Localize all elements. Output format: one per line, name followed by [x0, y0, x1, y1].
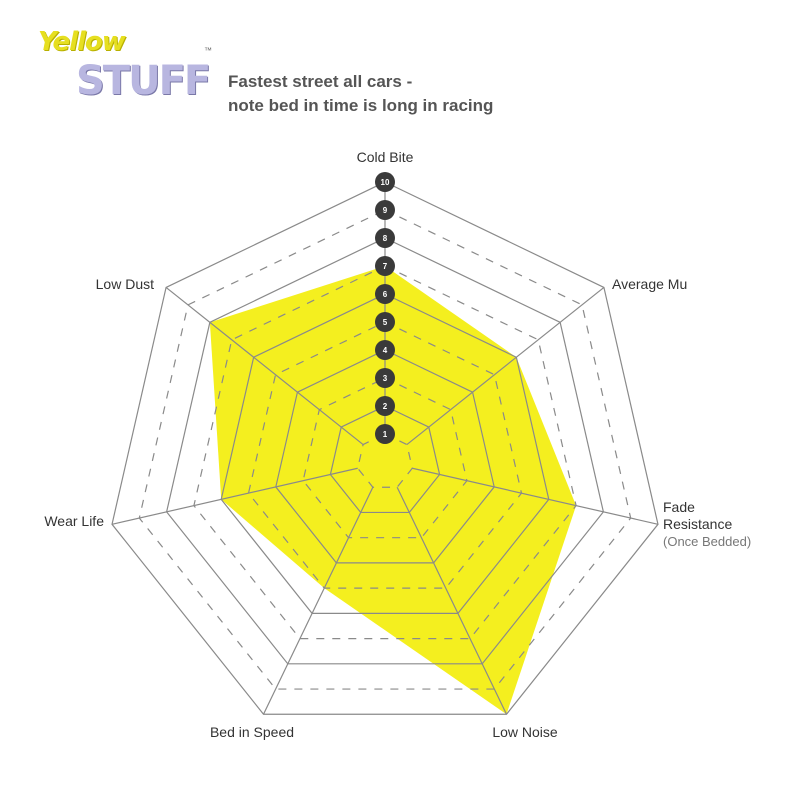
- grid-ring-4: [275, 349, 495, 564]
- scale-badge-2: [375, 396, 395, 416]
- subtitle-line-1: Fastest street all cars -: [228, 72, 413, 91]
- spoke-4: [262, 486, 374, 715]
- scale-label-5: 5: [383, 318, 388, 327]
- scale-badge-6: [375, 284, 395, 304]
- grid-ring-1: [357, 433, 413, 488]
- axis-note-fade-resistance: (Once Bedded): [663, 534, 751, 549]
- grid-ring-2: [329, 405, 441, 514]
- scale-label-9: 9: [383, 206, 388, 215]
- grid-ring-5: [247, 321, 523, 589]
- spoke-2: [412, 467, 659, 525]
- grid-ring-3: [302, 377, 468, 539]
- scale-label-4: 4: [383, 346, 388, 355]
- spoke-3: [396, 486, 508, 715]
- scale-label-3: 3: [383, 374, 388, 383]
- scale-badge-3: [375, 368, 395, 388]
- spoke-6: [165, 286, 364, 446]
- grid-ring-8: [165, 237, 605, 665]
- logo-line2: STUFF: [76, 58, 211, 104]
- axis-label-average-mu: Average Mu: [612, 276, 687, 292]
- axis-label-cold-bite: Cold Bite: [357, 149, 414, 165]
- axis-label-low-dust: Low Dust: [96, 276, 154, 292]
- scale-badge-9: [375, 200, 395, 220]
- spoke-1: [406, 286, 605, 446]
- scale-badge-1: [375, 424, 395, 444]
- data-area: [209, 266, 577, 715]
- scale-label-1: 1: [383, 430, 388, 439]
- scale-label-7: 7: [383, 262, 388, 271]
- logo-line1: Yellow: [38, 27, 126, 57]
- scale-label-10: 10: [381, 178, 390, 187]
- scale-badge-4: [375, 340, 395, 360]
- spoke-5: [111, 467, 358, 525]
- scale-label-6: 6: [383, 290, 388, 299]
- axis-label-bed-in-speed: Bed in Speed: [210, 724, 294, 740]
- scale-badge-10: [375, 172, 395, 192]
- subtitle-line-2: note bed in time is long in racing: [228, 96, 494, 115]
- scale-label-2: 2: [383, 402, 388, 411]
- grid-ring-10: [111, 181, 659, 715]
- scale-badge-7: [375, 256, 395, 276]
- logo-trademark: ™: [204, 46, 212, 55]
- scale-label-8: 8: [383, 234, 388, 243]
- scale-badge-5: [375, 312, 395, 332]
- grid-ring-6: [220, 293, 550, 614]
- scale-badge-8: [375, 228, 395, 248]
- axis-label-fade-resistance: Fade Resistance: [663, 499, 732, 532]
- grid-ring-7: [193, 265, 577, 640]
- axis-label-low-noise: Low Noise: [492, 724, 558, 740]
- yellow-stuff-logo: Yellow STUFF ™: [38, 28, 218, 108]
- axis-label-wear-life: Wear Life: [44, 513, 104, 529]
